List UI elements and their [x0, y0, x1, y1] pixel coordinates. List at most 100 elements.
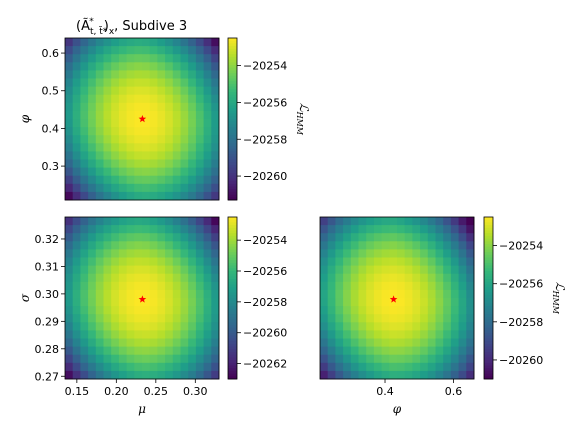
heatmap-cell [188, 46, 197, 55]
heatmap-cell [358, 330, 367, 339]
heatmap-cell [320, 217, 329, 226]
heatmap-cell [203, 314, 212, 323]
heatmap-cell [180, 167, 189, 177]
heatmap-cell [126, 62, 135, 71]
heatmap-cell [412, 354, 421, 364]
heatmap-cell [126, 281, 135, 291]
heatmap-cell [327, 346, 336, 356]
heatmap-cell [335, 257, 344, 266]
heatmap-cell [103, 273, 112, 283]
colorbar-tick-label: −20258 [499, 316, 543, 329]
heatmap-cell [65, 241, 74, 250]
heatmap-cell [435, 314, 444, 323]
heatmap-cell [118, 54, 127, 63]
heatmap-cell [157, 167, 166, 177]
heatmap-cell [381, 330, 390, 339]
colorbar-segment [228, 121, 237, 125]
heatmap-cell [180, 354, 189, 364]
colorbar-segment [228, 119, 237, 123]
heatmap-cell [188, 314, 197, 323]
heatmap-cell [165, 265, 174, 275]
heatmap-cell [172, 167, 181, 177]
colorbar-segment [484, 357, 493, 361]
heatmap-cell [165, 298, 174, 307]
heatmap-cell [72, 289, 81, 299]
heatmap-cell [172, 127, 181, 136]
heatmap-cell [203, 306, 212, 315]
heatmap-cell [118, 338, 127, 347]
heatmap-cell [211, 54, 220, 63]
heatmap-cell [111, 354, 120, 364]
colorbar-segment [228, 197, 237, 201]
heatmap-cell [88, 298, 97, 307]
heatmap-cell [157, 175, 166, 185]
heatmap-cell [420, 225, 429, 234]
heatmap-cell [427, 273, 436, 283]
heatmap-cell [366, 225, 375, 234]
heatmap-cell [172, 135, 181, 144]
heatmap-cell [466, 338, 475, 347]
heatmap-cell [203, 70, 212, 79]
heatmap-cell [420, 281, 429, 291]
heatmap-cell [412, 233, 421, 242]
colorbar-segment [484, 365, 493, 369]
heatmap-cell [157, 322, 166, 331]
heatmap-cell [142, 249, 151, 258]
colorbar-segment [228, 132, 237, 136]
heatmap-cell [389, 338, 398, 347]
heatmap-cell [195, 346, 204, 356]
heatmap-cell [466, 289, 475, 299]
heatmap-cell [95, 159, 104, 168]
heatmap-cell [435, 322, 444, 331]
heatmap-cell [126, 217, 135, 226]
heatmap-cell [427, 338, 436, 347]
heatmap-cell [420, 354, 429, 364]
heatmap-cell [142, 298, 151, 307]
colorbar-segment [484, 292, 493, 296]
heatmap-cell [80, 38, 89, 47]
heatmap-cell [80, 281, 89, 291]
heatmap-cell [412, 281, 421, 291]
heatmap-cell [149, 151, 158, 160]
heatmap-cell [65, 233, 74, 242]
heatmap-cell [118, 370, 127, 380]
heatmap-cell [142, 281, 151, 291]
heatmap-cell [172, 62, 181, 71]
heatmap-cell [320, 338, 329, 347]
heatmap-cell [458, 362, 467, 372]
heatmap-cell [157, 241, 166, 250]
heatmap-cell [65, 354, 74, 364]
heatmap-cell [157, 249, 166, 258]
heatmap-cell [142, 338, 151, 347]
heatmap-cell [188, 217, 197, 226]
heatmap-cell [211, 191, 220, 201]
heatmap-cell [435, 273, 444, 283]
heatmap-cell [165, 273, 174, 283]
heatmap-cell [211, 241, 220, 250]
heatmap-cell [126, 143, 135, 152]
heatmap-cell [343, 298, 352, 307]
colorbar-segment [228, 217, 237, 221]
heatmap-cell [450, 257, 459, 266]
heatmap-cell [188, 273, 197, 283]
heatmap-cell [350, 322, 359, 331]
heatmap-cell [358, 257, 367, 266]
heatmap-cell [188, 167, 197, 177]
heatmap-cell [165, 78, 174, 87]
colorbar-segment [228, 295, 237, 299]
colorbar-tick-label: −20262 [243, 358, 287, 371]
heatmap-cell [211, 175, 220, 185]
heatmap-cell [389, 330, 398, 339]
heatmap-cell [118, 306, 127, 315]
heatmap-cell [381, 233, 390, 242]
heatmap-cell [397, 322, 406, 331]
heatmap-cell [142, 306, 151, 315]
heatmap-cell [180, 191, 189, 201]
heatmap-cell [195, 330, 204, 339]
x-tick-label: 0.6 [445, 385, 463, 398]
heatmap-cell [358, 289, 367, 299]
heatmap-cell [111, 249, 120, 258]
heatmap-cell [450, 233, 459, 242]
heatmap-cell [389, 306, 398, 315]
heatmap-cell [180, 362, 189, 372]
